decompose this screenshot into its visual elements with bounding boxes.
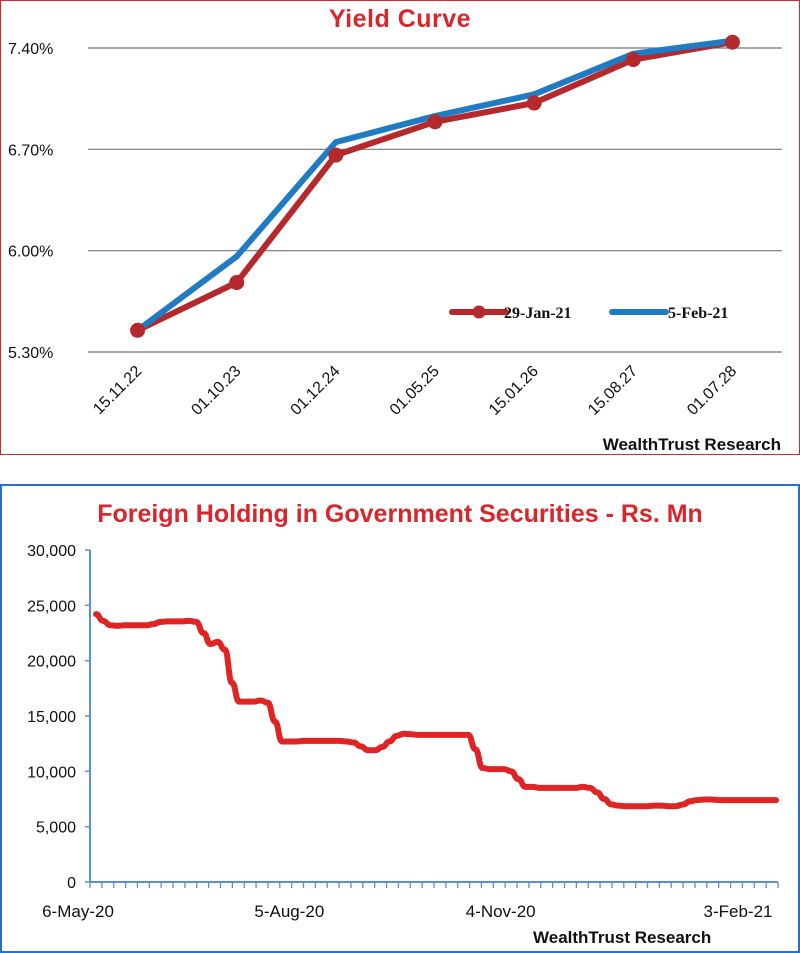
yield-curve-panel: Yield Curve WealthTrust Research: [0, 0, 800, 455]
legend-marker: [472, 305, 486, 319]
legend-label-29-jan-21: 29-Jan-21: [504, 305, 572, 322]
y-tick-label: 6.70%: [8, 142, 53, 159]
chart-title: Yield Curve: [328, 5, 472, 33]
y-tick-label: 0: [67, 875, 76, 892]
data-point: [130, 322, 146, 338]
y-tick-label: 30,000: [27, 543, 76, 560]
x-tick-label: 6-May-20: [42, 902, 114, 921]
y-tick-label: 5,000: [36, 820, 76, 837]
chart-title: Foreign Holding in Government Securities…: [97, 500, 703, 528]
y-tick-label: 5.30%: [8, 345, 53, 362]
data-point: [328, 147, 344, 163]
chart-credit: WealthTrust Research: [533, 928, 712, 947]
x-tick-label: 4-Nov-20: [466, 902, 536, 921]
y-tick-label: 25,000: [27, 598, 76, 615]
y-tick-label: 20,000: [27, 654, 76, 671]
chart-credit: WealthTrust Research: [602, 435, 781, 454]
series-line-foreign-holding: [93, 611, 779, 810]
data-point: [724, 34, 740, 50]
data-point: [229, 275, 245, 291]
y-tick-label: 7.40%: [8, 41, 53, 58]
data-point: [427, 114, 443, 130]
data-point: [625, 52, 641, 68]
data-point: [526, 95, 542, 111]
legend-label-5-feb-21: 5-Feb-21: [668, 305, 728, 322]
y-tick-label: 6.00%: [8, 244, 53, 261]
foreign-holding-panel: Foreign Holding in Government Securities…: [0, 484, 800, 953]
yield-curve-chart: 5.30%6.00%6.70%7.40%15.11.22 01.10.23 01.1…: [8, 34, 782, 419]
x-tick-label: 5-Aug-20: [254, 902, 324, 921]
x-tick-label: 3-Feb-21: [704, 902, 773, 921]
y-tick-label: 15,000: [27, 709, 76, 726]
y-tick-label: 10,000: [27, 764, 76, 781]
